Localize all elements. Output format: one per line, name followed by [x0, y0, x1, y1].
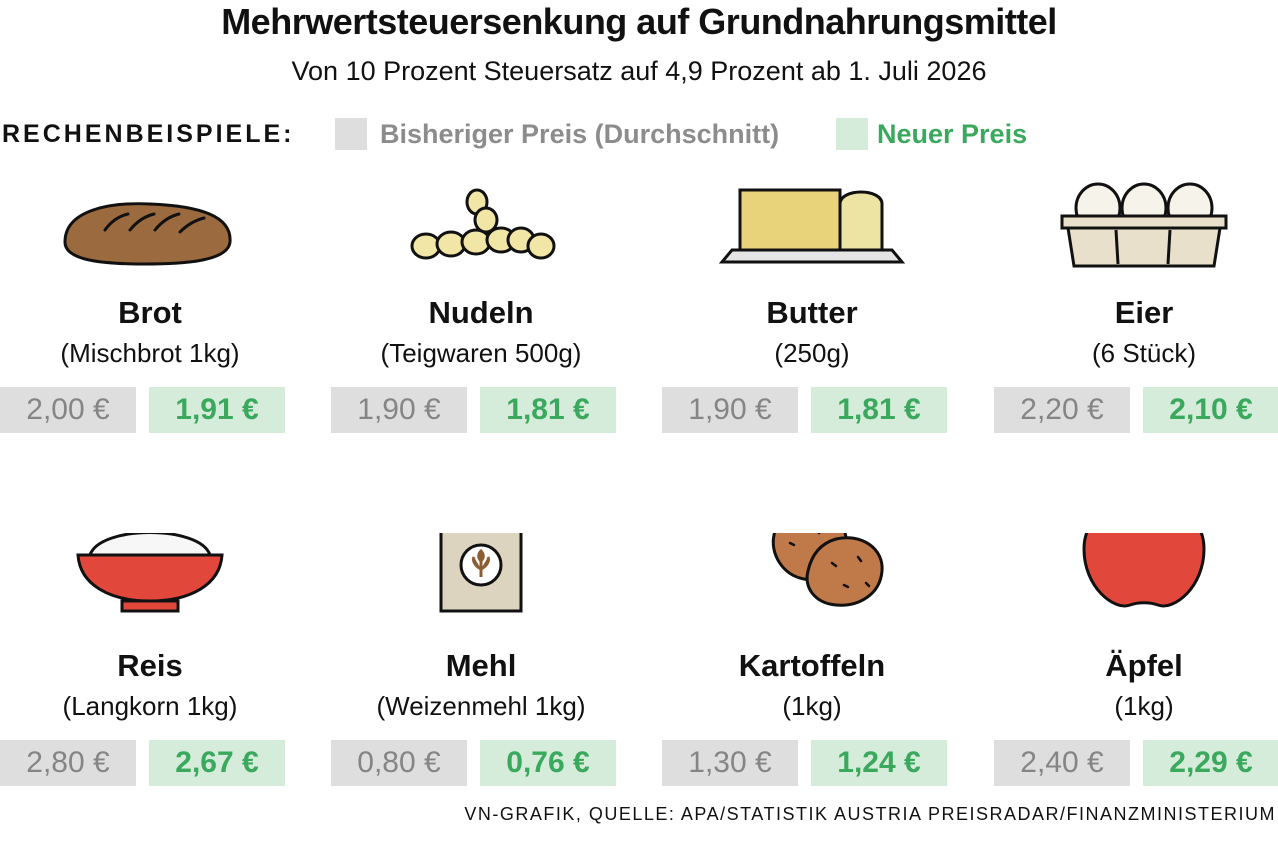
new-price: 1,81 € [480, 387, 616, 433]
old-price: 1,90 € [331, 387, 467, 433]
flour-bag-icon [381, 533, 581, 633]
new-price: 2,29 € [1143, 740, 1278, 786]
new-price: 1,81 € [811, 387, 947, 433]
page-title: Mehrwertsteuersenkung auf Grundnahrungsm… [221, 1, 1057, 42]
butter-icon [712, 180, 912, 280]
legend-label-new-price: Neuer Preis [877, 119, 1028, 149]
old-price: 2,40 € [994, 740, 1130, 786]
legend-swatch-old-price [335, 118, 367, 150]
old-price: 2,80 € [0, 740, 136, 786]
item-mehl: Mehl (Weizenmehl 1kg) 0,80 € 0,76 € [331, 533, 631, 853]
bread-icon [50, 180, 250, 280]
item-name: Nudeln [428, 295, 534, 330]
item-detail: (Weizenmehl 1kg) [376, 691, 586, 721]
item-detail: (Mischbrot 1kg) [60, 338, 240, 368]
item-detail: (1kg) [1114, 691, 1174, 721]
item-detail: (250g) [774, 338, 850, 368]
item-kartoffeln: Kartoffeln (1kg) 1,30 € 1,24 € [662, 533, 962, 853]
old-price: 1,30 € [662, 740, 798, 786]
item-name: Butter [766, 295, 858, 330]
item-nudeln: Nudeln (Teigwaren 500g) 1,90 € 1,81 € [331, 180, 631, 500]
old-price: 1,90 € [662, 387, 798, 433]
item-name: Brot [118, 295, 182, 330]
old-price: 0,80 € [331, 740, 467, 786]
legend-label-old-price: Bisheriger Preis (Durchschnitt) [380, 119, 780, 149]
rice-bowl-icon [50, 533, 250, 633]
item-name: Reis [117, 648, 183, 683]
legend-heading: RECHENBEISPIELE: [2, 120, 295, 148]
item-detail: (1kg) [782, 691, 842, 721]
apple-icon [1044, 533, 1244, 633]
item-detail: (Langkorn 1kg) [62, 691, 238, 721]
item-butter: Butter (250g) 1,90 € 1,81 € [662, 180, 962, 500]
item-detail: (6 Stück) [1091, 338, 1197, 368]
item-eier: Eier (6 Stück) 2,20 € 2,10 € [994, 180, 1278, 500]
item-name: Mehl [445, 648, 517, 683]
pasta-icon [381, 180, 581, 280]
new-price: 1,24 € [811, 740, 947, 786]
new-price: 2,10 € [1143, 387, 1278, 433]
legend-swatch-new-price [836, 118, 868, 150]
item-brot: Brot (Mischbrot 1kg) 2,00 € 1,91 € [0, 180, 300, 500]
item-aepfel: Äpfel (1kg) 2,40 € 2,29 € [994, 533, 1278, 853]
legend: RECHENBEISPIELE: Bisheriger Preis (Durch… [0, 112, 1278, 158]
page-subtitle: Von 10 Prozent Steuersatz auf 4,9 Prozen… [291, 56, 987, 86]
item-name: Kartoffeln [738, 648, 886, 683]
item-name: Äpfel [1105, 648, 1183, 683]
source-note: VN-GRAFIK, QUELLE: APA/STATISTIK AUSTRIA… [464, 804, 1276, 824]
old-price: 2,20 € [994, 387, 1130, 433]
new-price: 2,67 € [149, 740, 285, 786]
new-price: 1,91 € [149, 387, 285, 433]
item-name: Eier [1114, 295, 1174, 330]
item-detail: (Teigwaren 500g) [380, 338, 582, 368]
eggs-icon [1044, 180, 1244, 280]
old-price: 2,00 € [0, 387, 136, 433]
item-reis: Reis (Langkorn 1kg) 2,80 € 2,67 € [0, 533, 300, 853]
new-price: 0,76 € [480, 740, 616, 786]
potatoes-icon [712, 533, 912, 633]
